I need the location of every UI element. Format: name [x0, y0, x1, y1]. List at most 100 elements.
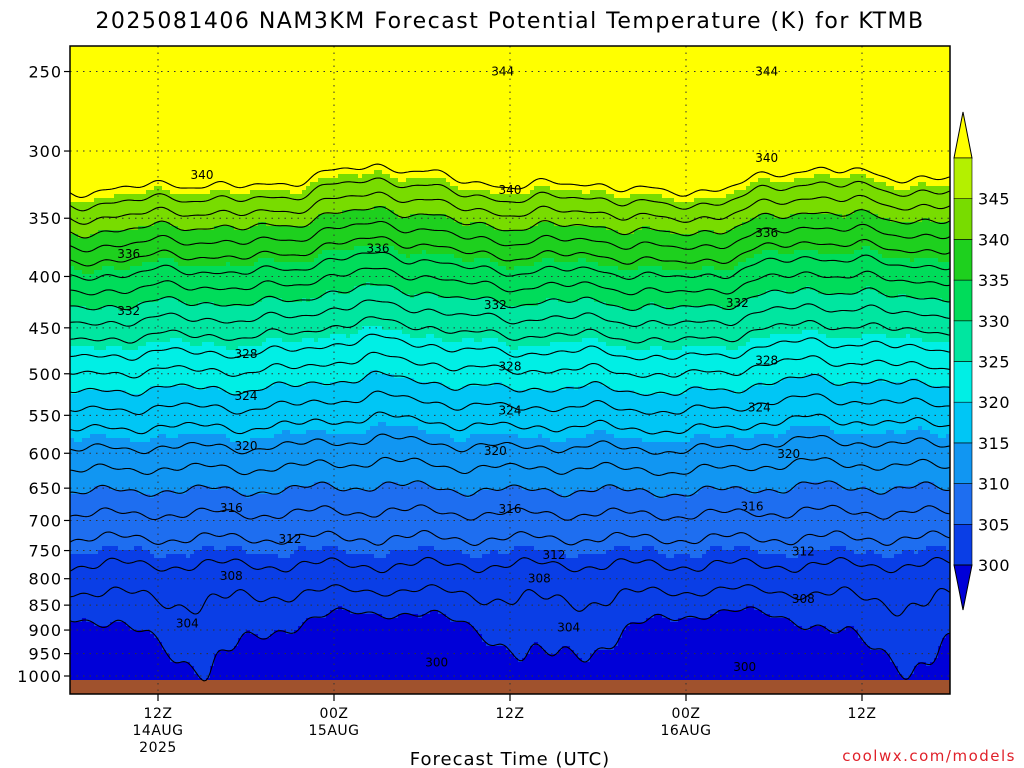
contour-line-344: [70, 177, 950, 212]
y-tick-label: 850: [28, 596, 62, 615]
y-tick-label: 750: [28, 542, 62, 561]
y-tick-label: 600: [28, 444, 62, 463]
y-tick-label: 450: [28, 319, 62, 338]
y-tick-label: 650: [28, 479, 62, 498]
terrain-strip: [70, 680, 950, 694]
colorbar-label: 320: [978, 393, 1010, 412]
colorbar-label: 330: [978, 312, 1010, 331]
contour-line-320: [70, 370, 950, 397]
contour-line-314: [70, 433, 950, 455]
contour-line-342: [70, 191, 950, 225]
colorbar-arrow-top: [953, 111, 973, 159]
x-axis-label: Forecast Time (UTC): [410, 749, 610, 768]
contour-label: 328: [499, 360, 522, 374]
contour-label: 332: [726, 296, 749, 310]
colorbar-swatch: [953, 401, 973, 444]
y-axis: 250 300 350 400 450 500 550 600 650 700 750 800 850 9…: [17, 63, 70, 686]
contour-line-322: [70, 351, 950, 379]
contour-label: 324: [499, 404, 522, 418]
x-tick-label: 15AUG: [309, 723, 360, 739]
x-tick-label: 12Z: [496, 706, 525, 722]
contour-line-312: [70, 456, 950, 476]
colorbar-swatch: [953, 320, 973, 362]
colorbar-label: 340: [978, 230, 1010, 249]
y-tick-label: 700: [28, 511, 62, 530]
contour-line-304: [70, 556, 950, 574]
contour-label: 304: [176, 617, 199, 631]
contour-line-340: [70, 206, 950, 239]
contour-line-300: [70, 606, 950, 682]
contour-labels: 344 344 340 340 340 336 336 336 332 332 332 328 328 3…: [117, 65, 815, 675]
contour-label: 320: [777, 447, 800, 461]
contour-label: 308: [220, 569, 243, 583]
contour-label: 336: [117, 247, 140, 261]
contour-line-346: [70, 163, 950, 198]
contour-line-306: [70, 529, 950, 546]
x-tick-label: 12Z: [848, 706, 877, 722]
contour-line-336: [70, 236, 950, 267]
colorbar-label: 315: [978, 434, 1010, 453]
x-tick-label: 00Z: [320, 706, 349, 722]
colorbar: 300 305 310 315 320 325 330 335 340 345: [953, 111, 1010, 611]
chart-title: 2025081406 NAM3KM Forecast Potential Tem…: [95, 9, 924, 34]
y-tick-label: 400: [28, 267, 62, 286]
terrain-fill: [70, 680, 950, 694]
x-tick-label: 14AUG: [133, 723, 184, 739]
colorbar-swatch: [953, 279, 973, 322]
x-tick-label: 00Z: [672, 706, 701, 722]
y-tick-label: 950: [28, 645, 62, 664]
contour-label: 344: [491, 65, 514, 79]
y-tick-label: 800: [28, 570, 62, 589]
contour-label: 300: [425, 656, 448, 670]
x-tick-label: 2025: [139, 740, 177, 756]
contour-label: 312: [543, 548, 566, 562]
contour-label: 320: [235, 439, 258, 453]
x-tick-label: 12Z: [144, 706, 173, 722]
contour-label: 308: [528, 572, 551, 586]
contour-label: 316: [741, 500, 764, 514]
contour-line-308: [70, 504, 950, 521]
contour-label: 340: [755, 151, 778, 165]
contour-label: 316: [499, 502, 522, 516]
contour-line-328: [70, 299, 950, 327]
contour-label: 336: [367, 241, 390, 255]
contour-label: 328: [755, 353, 778, 367]
contour-label: 324: [235, 389, 258, 403]
contour-label: 332: [117, 304, 140, 318]
colorbar-arrow-bottom: [953, 564, 973, 611]
contour-label: 340: [499, 183, 522, 197]
contour-line-324: [70, 333, 950, 361]
colorbar-label: 310: [978, 475, 1010, 494]
contour-line-316: [70, 411, 950, 435]
y-tick-label: 550: [28, 406, 62, 425]
contour-label: 300: [733, 660, 756, 674]
contour-line-330: [70, 283, 950, 311]
contour-label: 332: [484, 298, 507, 312]
contour-label: 324: [748, 400, 771, 414]
contour-label: 336: [755, 226, 778, 240]
contour-line-338: [70, 220, 950, 253]
contour-label: 316: [220, 501, 243, 515]
contour-label: 344: [755, 65, 778, 79]
colorbar-swatch: [953, 442, 973, 484]
colorbar-swatch: [953, 523, 973, 566]
contour-label: 328: [235, 347, 258, 361]
contour-label: 308: [792, 592, 815, 606]
credit-text: coolwx.com/models: [842, 747, 1016, 765]
contour-line-332: [70, 267, 950, 296]
colorbar-label: 345: [978, 190, 1010, 209]
colorbar-label: 335: [978, 271, 1010, 290]
contour-lines: [70, 163, 950, 682]
colorbar-swatch: [953, 483, 973, 525]
grid-lines: [70, 46, 950, 694]
colorbar-swatch: [953, 198, 973, 240]
y-tick-label: 350: [28, 209, 62, 228]
colorbar-swatch: [953, 239, 973, 281]
y-tick-label: 300: [28, 142, 62, 161]
y-tick-label: 250: [28, 63, 62, 82]
contour-label: 312: [792, 545, 815, 559]
colorbar-label: 300: [978, 556, 1010, 575]
contour-line-326: [70, 316, 950, 344]
